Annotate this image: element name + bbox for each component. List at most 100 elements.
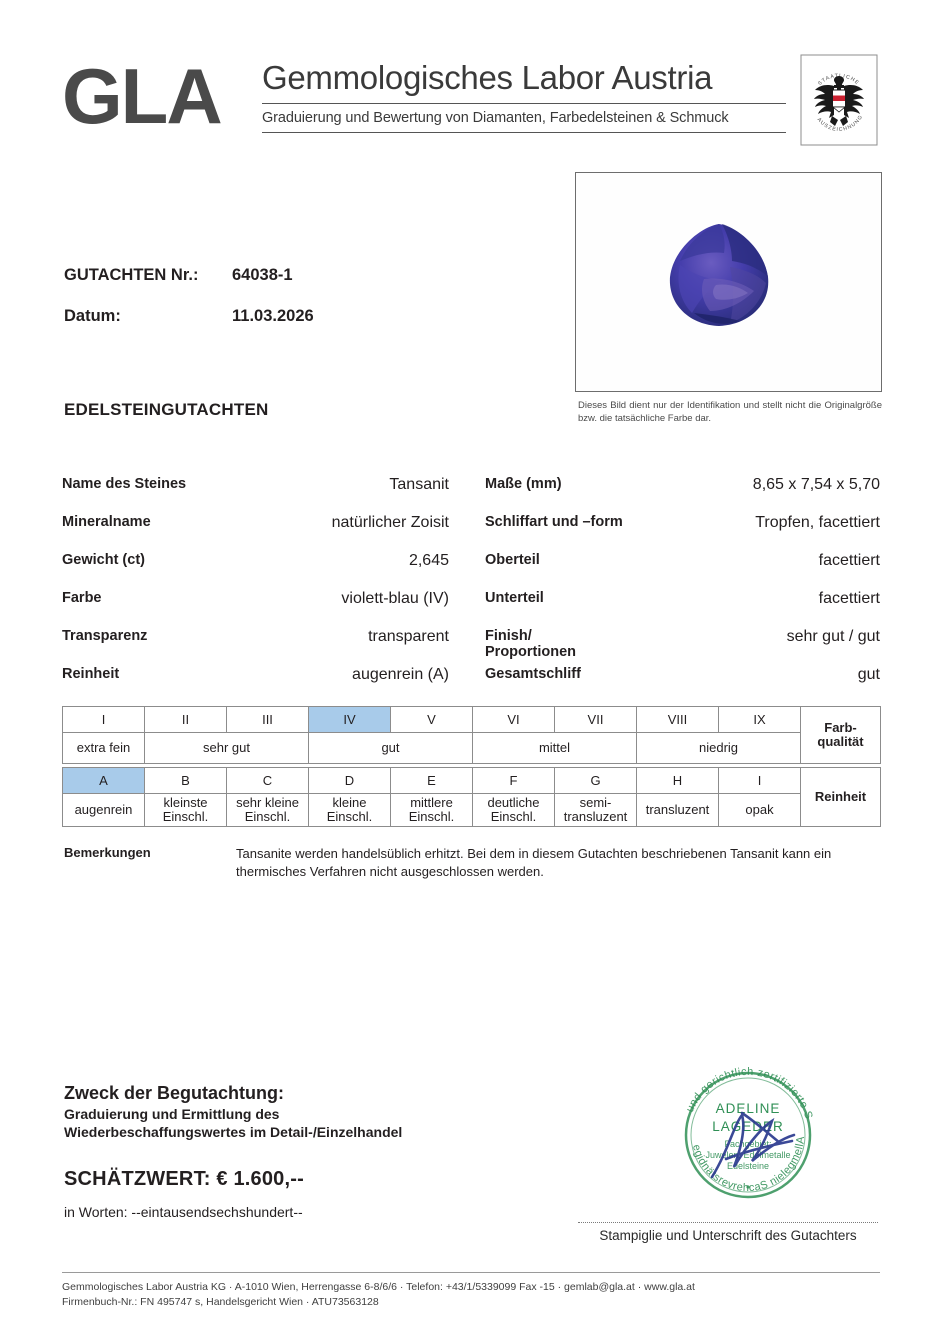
clarity-desc-C: sehr kleine Einschl. xyxy=(226,793,309,827)
property-row: Reinheit augenrein (A) xyxy=(62,666,449,704)
property-row: Schliffart und –form Tropfen, facettiert xyxy=(485,514,880,552)
estimated-value: SCHÄTZWERT: € 1.600,-- xyxy=(64,1168,304,1190)
color-grade-IV-selected[interactable]: IV xyxy=(308,706,391,733)
property-value: 8,65 x 7,54 x 5,70 xyxy=(752,476,880,493)
color-grade-III[interactable]: III xyxy=(226,706,309,733)
lab-name: Gemmologisches Labor Austria xyxy=(262,59,713,96)
color-band-extra-fein: extra fein xyxy=(62,732,145,764)
color-band-sehr-gut: sehr gut xyxy=(144,732,309,764)
property-row: Unterteil facettiert xyxy=(485,590,880,628)
property-row: Gesamtschliff gut xyxy=(485,666,880,704)
purpose-title: Zweck der Begutachtung: xyxy=(64,1083,285,1103)
footer-line-1: Gemmologisches Labor Austria KG · A-1010… xyxy=(62,1281,695,1293)
remarks-section: Bemerkungen Tansanite werden handelsübli… xyxy=(64,845,882,881)
property-row: Name des Steines Tansanit xyxy=(62,476,449,514)
footer-contact: Gemmologisches Labor Austria KG · A-1010… xyxy=(62,1280,880,1310)
property-row: Gewicht (ct) 2,645 xyxy=(62,552,449,590)
property-key: Gewicht (ct) xyxy=(62,552,145,568)
property-row: Farbe violett-blau (IV) xyxy=(62,590,449,628)
certificate-number-row: GUTACHTEN Nr.: 64038-1 xyxy=(64,266,484,285)
document-type-title: EDELSTEINGUTACHTEN xyxy=(64,400,269,419)
property-value: augenrein (A) xyxy=(352,666,449,683)
clarity-grade-H[interactable]: H xyxy=(636,767,719,794)
property-value: Tropfen, facettiert xyxy=(755,514,880,531)
property-row: Oberteil facettiert xyxy=(485,552,880,590)
property-key: Maße (mm) xyxy=(485,476,562,492)
purpose-line-1: Graduierung und Ermittlung des xyxy=(64,1106,280,1122)
clarity-grade-A-selected[interactable]: A xyxy=(62,767,145,794)
color-band-gut: gut xyxy=(308,732,473,764)
property-key: Finish/Proportionen xyxy=(485,628,577,660)
property-value: 2,645 xyxy=(408,552,449,569)
color-quality-table: I II III IV V VI VII VIII IX Farb-qualit… xyxy=(62,706,881,764)
property-key: Farbe xyxy=(62,590,102,606)
footer-divider xyxy=(62,1272,880,1273)
clarity-grade-F[interactable]: F xyxy=(472,767,555,794)
property-key: Schliffart und –form xyxy=(485,514,623,530)
date-label: Datum: xyxy=(64,307,121,325)
property-key: Reinheit xyxy=(62,666,120,682)
clarity-grade-G[interactable]: G xyxy=(554,767,637,794)
clarity-desc-F: deutliche Einschl. xyxy=(472,793,555,827)
remarks-label: Bemerkungen xyxy=(64,845,151,860)
property-key: Transparenz xyxy=(62,628,148,644)
clarity-desc-row: augenrein kleinste Einschl. sehr kleine Ei… xyxy=(62,793,881,827)
estimated-value-words: in Worten: --eintausendsechshundert-- xyxy=(64,1204,303,1220)
clarity-desc-B: kleinste Einschl. xyxy=(144,793,227,827)
gla-logo: GLA xyxy=(62,52,223,140)
date-value: 11.03.2026 xyxy=(232,307,314,325)
clarity-grade-E[interactable]: E xyxy=(390,767,473,794)
property-value: natürlicher Zoisit xyxy=(331,514,449,531)
property-value: gut xyxy=(857,666,880,683)
color-grade-IX[interactable]: IX xyxy=(718,706,801,733)
gemstone-photo xyxy=(575,172,882,392)
property-row: Finish/Proportionen sehr gut / gut xyxy=(485,628,880,666)
color-grade-VI[interactable]: VI xyxy=(472,706,555,733)
certificate-number-value: 64038-1 xyxy=(232,266,293,284)
photo-disclaimer: Dieses Bild dient nur der Identifikation… xyxy=(578,400,882,424)
header-divider-bottom xyxy=(262,132,786,133)
signature-line xyxy=(578,1222,878,1223)
color-grade-VIII[interactable]: VIII xyxy=(636,706,719,733)
property-key: Oberteil xyxy=(485,552,540,568)
remarks-text: Tansanite werden handelsüblich erhitzt. … xyxy=(236,846,832,879)
clarity-grade-D[interactable]: D xyxy=(308,767,391,794)
clarity-desc-G: semi-transluzent xyxy=(554,793,637,827)
clarity-grade-I[interactable]: I xyxy=(718,767,801,794)
austrian-eagle-emblem: STAATLICHE AUSZEICHNUNG xyxy=(800,54,878,146)
color-grade-I[interactable]: I xyxy=(62,706,145,733)
property-value: sehr gut / gut xyxy=(786,628,880,645)
svg-text:Juwelen, Edelmetalle: Juwelen, Edelmetalle xyxy=(705,1150,790,1160)
color-grade-II[interactable]: II xyxy=(144,706,227,733)
clarity-side-label: Reinheit xyxy=(800,767,881,827)
property-key: Gesamtschliff xyxy=(485,666,581,682)
property-row: Transparenz transparent xyxy=(62,628,449,666)
date-row: Datum: 11.03.2026 xyxy=(64,307,484,326)
header-titles: Gemmologisches Labor Austria Graduierung… xyxy=(252,52,786,133)
grading-tables: I II III IV V VI VII VIII IX Farb-qualit… xyxy=(62,706,881,827)
certificate-meta: GUTACHTEN Nr.: 64038-1 Datum: 11.03.2026 xyxy=(64,266,484,348)
svg-text:ADELINE: ADELINE xyxy=(716,1101,781,1116)
property-key: Mineralname xyxy=(62,514,151,530)
color-band-niedrig: niedrig xyxy=(636,732,801,764)
appraiser-stamp: und gerichtlich zertifizierte S egidnäts… xyxy=(668,1055,828,1215)
header-divider-top xyxy=(262,103,786,104)
clarity-desc-A: augenrein xyxy=(62,793,145,827)
color-band-mittel: mittel xyxy=(472,732,637,764)
properties-left-column: Name des Steines Tansanit Mineralname na… xyxy=(62,476,471,704)
property-value: Tansanit xyxy=(389,476,449,493)
certificate-number-label: GUTACHTEN Nr.: xyxy=(64,266,199,284)
color-grade-V[interactable]: V xyxy=(390,706,473,733)
purpose-section: Zweck der Begutachtung: Graduierung und … xyxy=(64,1082,534,1141)
property-row: Maße (mm) 8,65 x 7,54 x 5,70 xyxy=(485,476,880,514)
property-value: facettiert xyxy=(818,552,880,569)
color-band-row: extra fein sehr gut gut mittel niedrig xyxy=(62,732,881,764)
color-grade-row: I II III IV V VI VII VIII IX Farb-qualit… xyxy=(62,706,881,764)
color-quality-side-label: Farb-qualität xyxy=(800,706,881,764)
document-header: GLA Gemmologisches Labor Austria Graduie… xyxy=(62,52,878,160)
property-key: Unterteil xyxy=(485,590,544,606)
properties-section: Name des Steines Tansanit Mineralname na… xyxy=(62,476,880,704)
clarity-grade-C[interactable]: C xyxy=(226,767,309,794)
clarity-grade-B[interactable]: B xyxy=(144,767,227,794)
color-grade-VII[interactable]: VII xyxy=(554,706,637,733)
